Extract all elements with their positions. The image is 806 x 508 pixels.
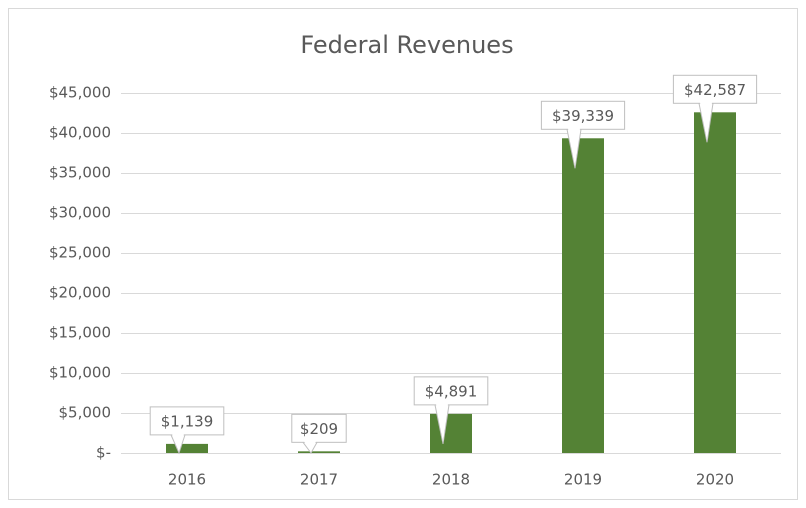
bar [298,451,340,453]
y-tick-label: $5,000 [59,404,112,422]
bar [430,413,472,453]
data-label-pointer-mask [304,441,316,451]
data-label-box [540,100,626,130]
y-tick-label: $- [96,444,111,462]
y-tick-label: $40,000 [49,124,111,142]
y-tick-label: $10,000 [49,364,111,382]
y-tick-label: $15,000 [49,324,111,342]
y-tick-label: $45,000 [49,84,111,102]
x-tick-label: 2016 [168,471,206,489]
y-tick-label: $25,000 [49,244,111,262]
bar [694,112,736,453]
x-tick-label: 2020 [696,471,734,489]
y-tick-label: $35,000 [49,164,111,182]
y-tick-label: $20,000 [49,284,111,302]
x-tick-label: 2017 [300,471,338,489]
data-label-pointer-mask [700,102,712,141]
data-label-box [413,376,489,406]
data-label: $4,891 [425,382,478,400]
data-label-box [291,413,347,443]
data-label: $209 [300,420,338,438]
data-label-box [149,406,225,436]
bar [562,138,604,453]
data-label-pointer-mask [568,128,580,167]
y-tick-label: $30,000 [49,204,111,222]
x-tick-label: 2019 [564,471,602,489]
data-label-pointer-mask [436,403,448,442]
x-tick-label: 2018 [432,471,470,489]
bar [166,443,208,453]
data-label: $42,587 [684,81,746,99]
data-label-box [672,74,758,104]
data-label-pointer-mask [172,433,184,451]
data-label: $1,139 [161,412,214,430]
chart-title: Federal Revenues [300,31,513,59]
data-label: $39,339 [552,107,614,125]
